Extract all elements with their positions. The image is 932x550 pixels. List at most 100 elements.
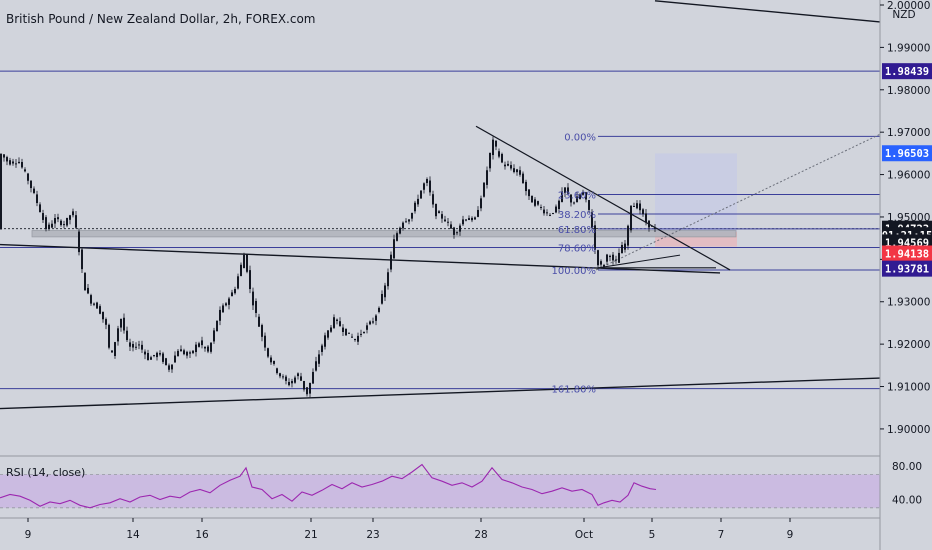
candle-body bbox=[144, 351, 146, 355]
candle-body bbox=[423, 183, 425, 190]
candle bbox=[639, 200, 641, 215]
candle-body bbox=[15, 163, 17, 165]
candle-body bbox=[363, 331, 365, 333]
candle bbox=[627, 224, 629, 250]
candle-body bbox=[519, 170, 521, 175]
candle-body bbox=[453, 227, 455, 235]
candle bbox=[33, 186, 35, 195]
candle-body bbox=[639, 203, 641, 211]
candle bbox=[141, 340, 143, 353]
candle bbox=[258, 313, 260, 327]
candle-body bbox=[165, 358, 167, 365]
candle-body bbox=[252, 291, 254, 306]
price-badge bbox=[882, 245, 932, 262]
candle bbox=[633, 202, 635, 207]
candle bbox=[594, 220, 596, 254]
candle-body bbox=[195, 344, 197, 353]
rsi-tick-label: 40.00 bbox=[892, 495, 922, 507]
candle-body bbox=[27, 173, 29, 181]
candle-body bbox=[324, 335, 326, 347]
candle bbox=[420, 190, 422, 199]
candle bbox=[441, 211, 443, 223]
candle-body bbox=[84, 272, 86, 291]
candle bbox=[66, 217, 68, 228]
candle-body bbox=[495, 140, 497, 147]
candle bbox=[504, 161, 506, 170]
candle-body bbox=[624, 243, 626, 250]
candle bbox=[24, 167, 26, 173]
candle-body bbox=[417, 198, 419, 205]
candle-body bbox=[120, 318, 122, 328]
candle-body bbox=[480, 198, 482, 209]
candle-body bbox=[153, 355, 155, 357]
candles-layer bbox=[0, 136, 656, 398]
price-axis: 2.000001.990001.980001.970001.960001.950… bbox=[879, 0, 932, 550]
fib-label: 100.00% bbox=[552, 266, 597, 277]
candle bbox=[288, 378, 290, 387]
fib-labels-layer: 0.00% 23.60% 38.20% 61.80% 78.60% 100.00% 161.… bbox=[552, 132, 597, 395]
candle-body bbox=[114, 342, 116, 357]
candle-body bbox=[513, 168, 515, 173]
candle bbox=[603, 263, 605, 269]
price-tick-label: 1.96000 bbox=[887, 170, 930, 182]
candle-body bbox=[105, 319, 107, 325]
candle-body bbox=[255, 301, 257, 313]
candle bbox=[510, 161, 512, 171]
candle-body bbox=[207, 346, 209, 352]
candle bbox=[243, 252, 245, 269]
candle bbox=[354, 338, 356, 342]
candle bbox=[345, 328, 347, 337]
candle bbox=[459, 223, 461, 236]
candle-body bbox=[222, 305, 224, 313]
candle bbox=[561, 187, 563, 203]
candle-body bbox=[492, 139, 494, 156]
candle bbox=[171, 364, 173, 373]
candle-body bbox=[570, 194, 572, 203]
candle-body bbox=[477, 209, 479, 217]
candle bbox=[18, 157, 20, 164]
candle bbox=[453, 226, 455, 239]
candle-body bbox=[291, 381, 293, 384]
candle-body bbox=[573, 202, 575, 204]
candle-body bbox=[444, 219, 446, 222]
candle-body bbox=[366, 325, 368, 330]
candle bbox=[315, 356, 317, 372]
candle-body bbox=[102, 311, 104, 320]
time-tick-label: 14 bbox=[126, 529, 140, 541]
candle-body bbox=[357, 335, 359, 342]
candle bbox=[597, 249, 599, 270]
candle-body bbox=[384, 285, 386, 298]
candle bbox=[39, 202, 41, 213]
candle bbox=[609, 254, 611, 262]
candle-body bbox=[525, 181, 527, 192]
candle bbox=[351, 333, 353, 339]
candle bbox=[90, 293, 92, 306]
candle-body bbox=[402, 222, 404, 229]
candle-body bbox=[72, 211, 74, 216]
candle bbox=[375, 314, 377, 326]
candle bbox=[9, 157, 11, 166]
candle bbox=[0, 153, 2, 231]
candle-body bbox=[9, 160, 11, 165]
rsi-tick-label: 80.00 bbox=[892, 461, 922, 473]
candle-body bbox=[342, 327, 344, 332]
candle-body bbox=[12, 161, 14, 164]
candle bbox=[378, 306, 380, 314]
candle bbox=[630, 205, 632, 233]
candle bbox=[480, 195, 482, 212]
candle bbox=[546, 209, 548, 216]
candle bbox=[444, 215, 446, 222]
candle bbox=[189, 350, 191, 359]
candle-body bbox=[159, 353, 161, 355]
candle-body bbox=[213, 330, 215, 342]
price-tick-label: 1.92000 bbox=[887, 339, 930, 351]
candle-body bbox=[399, 227, 401, 234]
candle bbox=[285, 374, 287, 385]
candle bbox=[612, 252, 614, 265]
candle bbox=[105, 317, 107, 330]
candle bbox=[108, 323, 110, 350]
candle-body bbox=[555, 206, 557, 213]
candle-body bbox=[642, 209, 644, 215]
candle bbox=[96, 301, 98, 309]
